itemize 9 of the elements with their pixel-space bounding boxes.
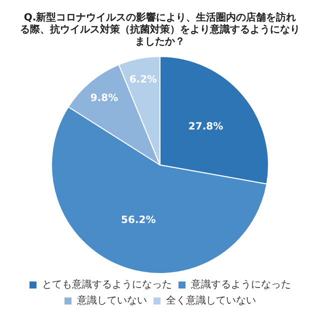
legend-label: とても意識するようになった [42, 278, 172, 291]
data-label: 6.2% [129, 74, 158, 86]
data-label: 27.8% [188, 121, 224, 132]
chart-title: Q.新型コロナウイルスの影響により、生活圏内の店舗を訪れる際、抗ウイルス対策（抗菌対策）をより意識するようになりましたか？ [20, 12, 300, 48]
data-label: 56.2% [121, 215, 156, 226]
data-label: 9.8% [90, 93, 118, 104]
legend-label: 意識していない [76, 294, 147, 307]
legend-label: 全く意識していない [166, 294, 256, 307]
legend-label: 意識するようになった [190, 278, 291, 291]
